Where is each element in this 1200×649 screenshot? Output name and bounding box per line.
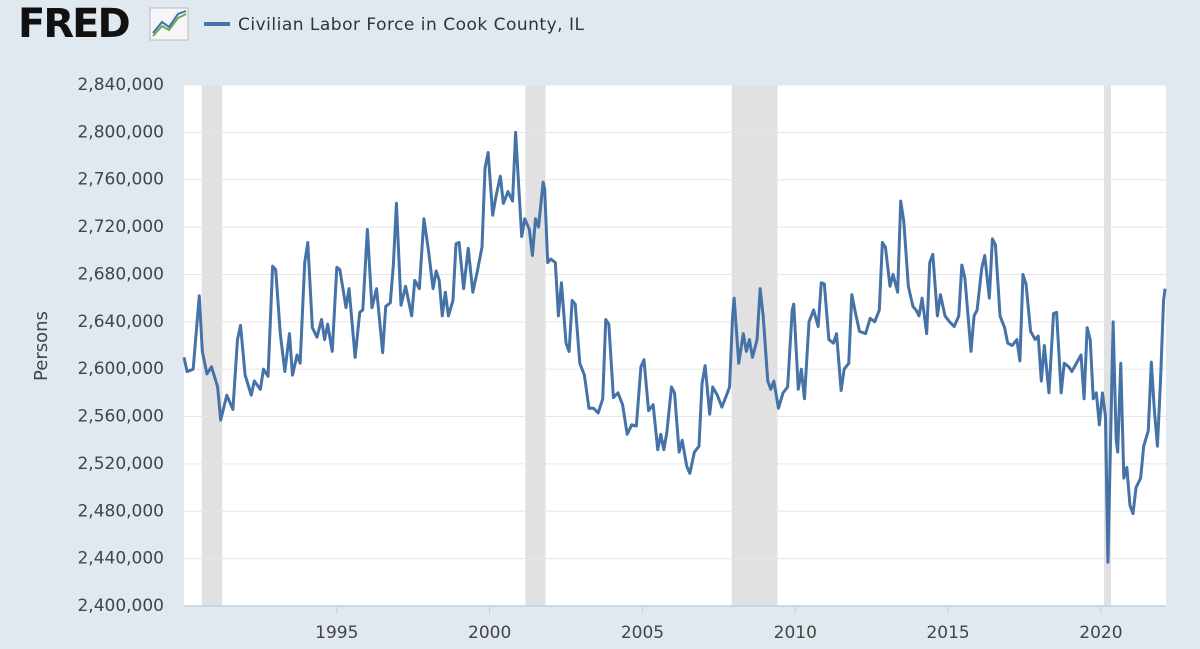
logo-icon [149, 7, 189, 41]
y-axis-label: Persons [31, 311, 52, 381]
y-tick-label: 2,800,000 [77, 122, 164, 142]
legend-label: Civilian Labor Force in Cook County, IL [238, 15, 584, 35]
y-tick-label: 2,480,000 [77, 501, 164, 521]
y-tick-label: 2,680,000 [77, 264, 164, 284]
x-tick-label: 2005 [621, 623, 664, 643]
x-tick-label: 2000 [468, 623, 511, 643]
y-tick-label: 2,440,000 [77, 549, 164, 569]
x-tick-label: 2015 [926, 623, 969, 643]
y-tick-label: 2,520,000 [77, 454, 164, 474]
recession-band [525, 85, 546, 606]
x-tick-label: 1995 [315, 623, 358, 643]
y-tick-label: 2,400,000 [77, 596, 164, 616]
y-tick-label: 2,560,000 [77, 407, 164, 427]
y-tick-label: 2,600,000 [77, 359, 164, 379]
recession-band [1103, 85, 1111, 606]
x-tick-label: 2010 [774, 623, 817, 643]
plot-area [184, 85, 1166, 606]
y-tick-label: 2,640,000 [77, 312, 164, 332]
x-tick-label: 2020 [1079, 623, 1122, 643]
series-line [182, 130, 1167, 564]
y-tick-label: 2,760,000 [77, 170, 164, 190]
recession-band [201, 85, 223, 606]
y-tick-label: 2,840,000 [77, 75, 164, 95]
y-tick-label: 2,720,000 [77, 217, 164, 237]
logo: FRED [18, 1, 129, 47]
